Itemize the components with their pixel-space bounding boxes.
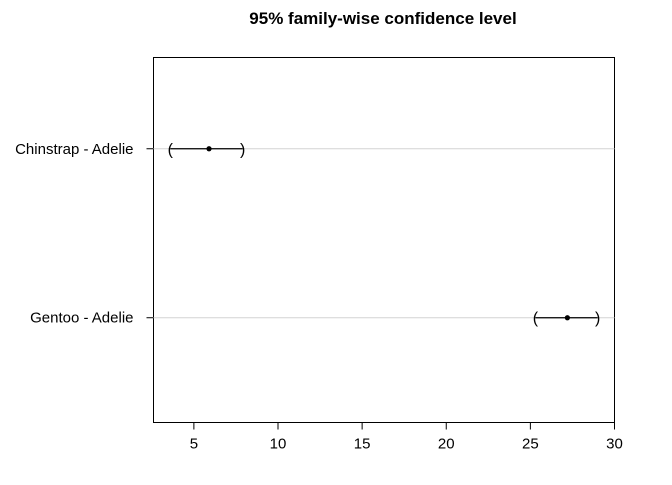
y-tick-label-gentoo-adelie: Gentoo - Adelie [30,310,133,327]
x-tick-label-10: 10 [270,436,287,453]
estimate-point-chinstrap-adelie [206,146,212,152]
x-tick-label-20: 20 [438,436,455,453]
x-axis: 5 10 15 20 25 30 [190,422,623,453]
x-tick-label-30: 30 [606,436,623,453]
ci-lower-bracket-gentoo-adelie: ( [533,310,539,327]
y-tick-label-chinstrap-adelie: Chinstrap - Adelie [15,141,133,158]
y-axis-labels: Chinstrap - Adelie Gentoo - Adelie [15,141,154,327]
plot-frame [153,57,615,423]
chart-title: 95% family-wise confidence level [249,9,516,28]
reference-lines [153,148,615,319]
x-tick-label-25: 25 [522,436,539,453]
x-tick-label-15: 15 [354,436,371,453]
x-tick-label-5: 5 [190,436,198,453]
ci-upper-bracket-gentoo-adelie: ) [595,310,600,327]
ci-lower-bracket-chinstrap-adelie: ( [168,141,174,158]
ci-upper-bracket-chinstrap-adelie: ) [240,141,245,158]
estimate-point-gentoo-adelie [564,315,570,321]
confidence-intervals: () () [168,141,601,327]
